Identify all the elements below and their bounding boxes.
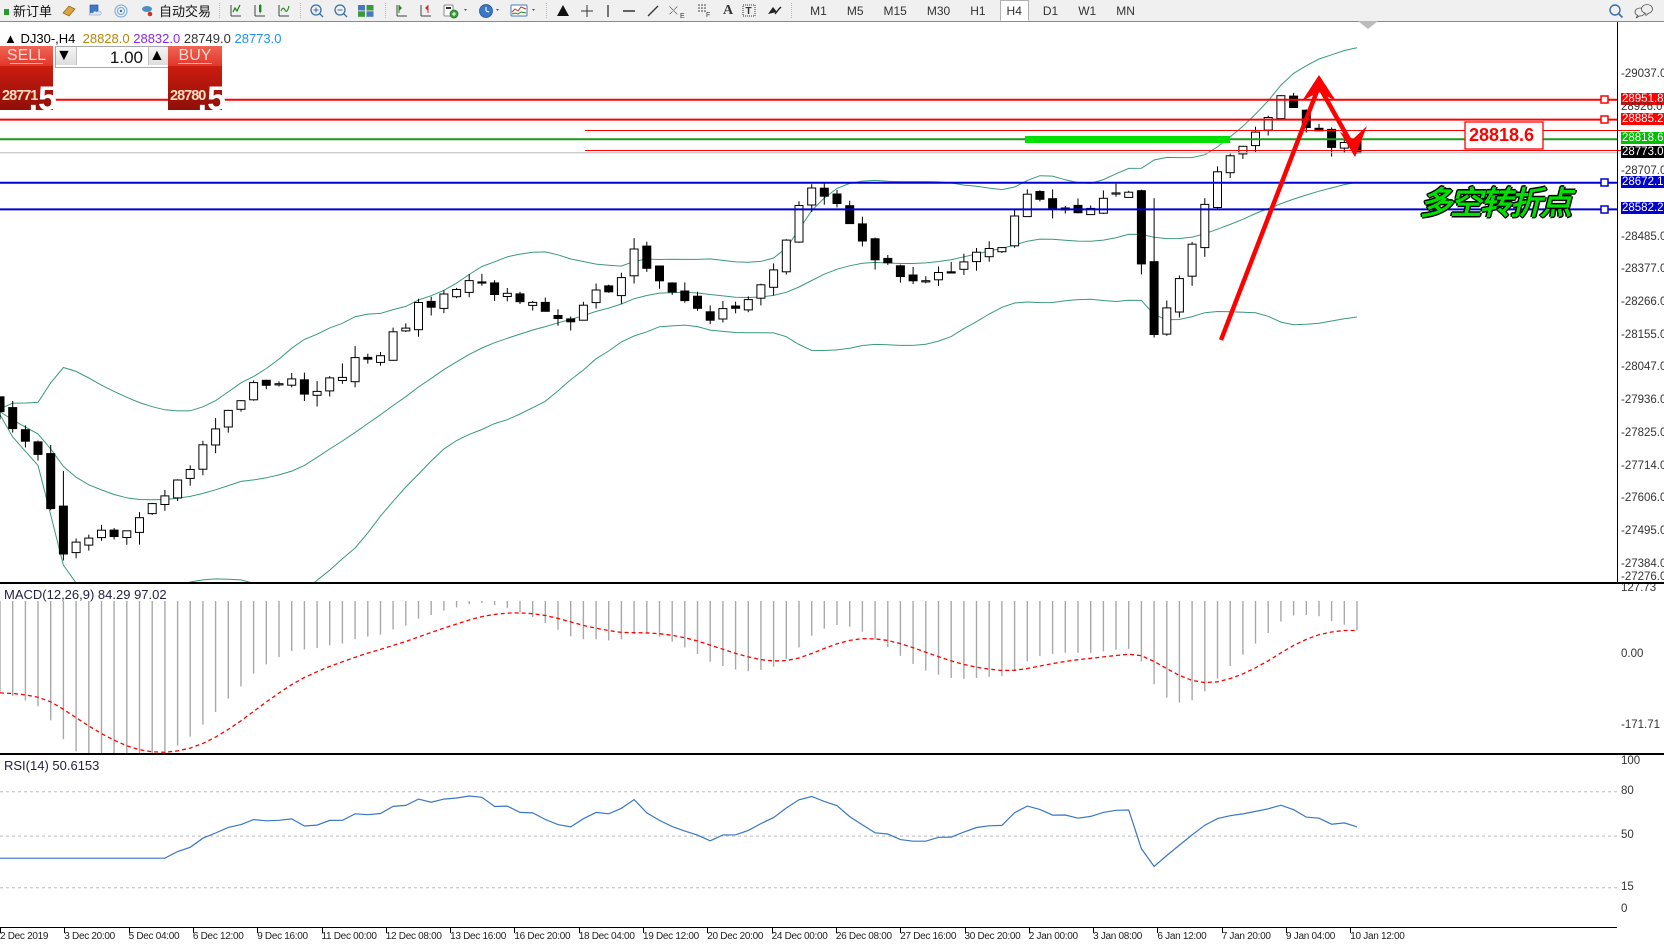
svg-text:28818.6: 28818.6 [1469,125,1534,145]
svg-text:E: E [680,13,685,19]
svg-text:⤬: ⤬ [669,5,678,17]
svg-text:F: F [706,12,710,19]
svg-text:T: T [746,6,752,17]
